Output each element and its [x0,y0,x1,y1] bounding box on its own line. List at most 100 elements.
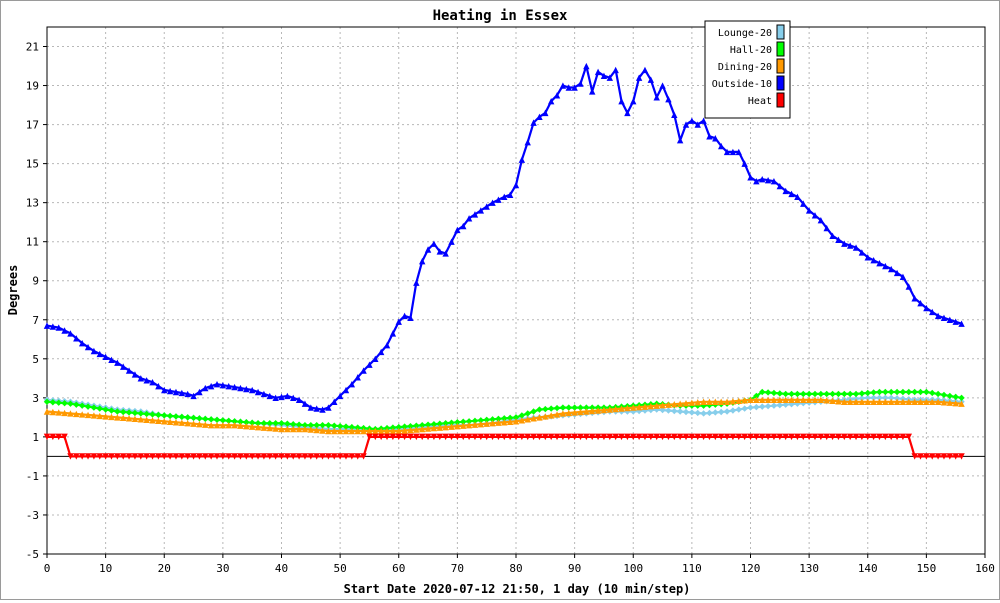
data-point [460,418,467,425]
data-point [641,66,649,74]
data-point [882,394,889,402]
data-point [325,453,332,460]
data-point [137,453,144,460]
data-point [653,402,660,409]
data-point [43,398,51,405]
data-point [84,343,92,351]
data-point [905,398,912,405]
data-point [846,433,854,441]
data-point [325,404,332,411]
data-point [114,359,121,366]
data-point [137,416,144,423]
data-point [694,409,701,417]
data-point [506,433,514,441]
data-point [319,406,326,413]
data-point [207,453,215,460]
data-point [295,453,303,460]
data-point [583,62,590,70]
data-point [73,453,80,460]
data-point [155,417,162,424]
data-point [419,258,426,265]
data-point [612,66,619,74]
data-point [635,74,643,81]
data-point [407,422,414,430]
data-point [559,404,567,411]
data-point [682,121,690,128]
data-point [73,401,80,408]
data-point [911,295,918,302]
data-point [682,400,690,407]
data-point [512,414,520,421]
data-point [782,390,789,398]
y-tick-label: 17 [26,119,39,132]
data-point [202,415,209,423]
data-point [125,367,133,374]
data-point [536,406,543,413]
data-point [301,425,309,433]
data-point [196,420,203,428]
data-point [618,405,625,412]
series-hall-20 [43,388,965,433]
data-point [61,433,68,441]
data-point [547,433,555,441]
data-point [817,396,825,403]
data-point [448,433,455,441]
data-point [407,433,414,441]
data-point [190,420,197,427]
data-point [55,409,62,416]
data-point [794,193,801,200]
data-point [864,394,871,402]
data-point [876,394,883,402]
data-point [547,97,555,105]
data-point [102,453,109,460]
legend: Lounge-20 Hall-20 Dining-20 Outside-10 Heat [704,20,791,119]
data-point [934,312,942,320]
data-point [888,265,895,273]
data-point [419,421,426,429]
data-point [360,427,367,435]
data-point [518,417,526,424]
data-point [788,190,795,198]
data-point [313,405,320,412]
data-point [383,433,391,441]
data-point [237,384,244,392]
data-point [952,393,959,401]
data-point [577,433,584,441]
data-point [419,425,426,433]
data-point [231,421,238,429]
x-tick-label: 60 [392,562,405,575]
data-point [78,402,86,409]
plot-border [46,26,986,555]
data-point [946,399,954,406]
data-point [166,387,174,395]
data-point [225,421,232,429]
data-point [759,176,766,183]
data-point [483,203,490,210]
data-point [706,133,713,140]
data-point [96,405,103,412]
y-tick-label: -1 [26,470,39,483]
data-point [342,386,350,394]
data-point [870,257,877,264]
data-point [929,453,936,460]
data-point [782,401,789,408]
data-point [325,421,332,429]
data-point [934,453,942,460]
data-point [764,396,772,403]
data-point [213,416,221,424]
data-point [295,396,303,403]
data-point [940,399,948,406]
data-point [489,433,496,441]
data-point [882,433,889,441]
data-point [331,427,338,435]
data-point [870,389,877,396]
data-point [172,419,180,426]
data-point [770,177,778,185]
data-point [747,174,754,181]
x-tick-label: 150 [916,562,936,575]
y-tick-label: -5 [26,548,39,561]
legend-label: Dining-20 [718,62,772,73]
data-point [424,421,432,428]
data-point [448,238,455,245]
data-point [272,425,279,432]
